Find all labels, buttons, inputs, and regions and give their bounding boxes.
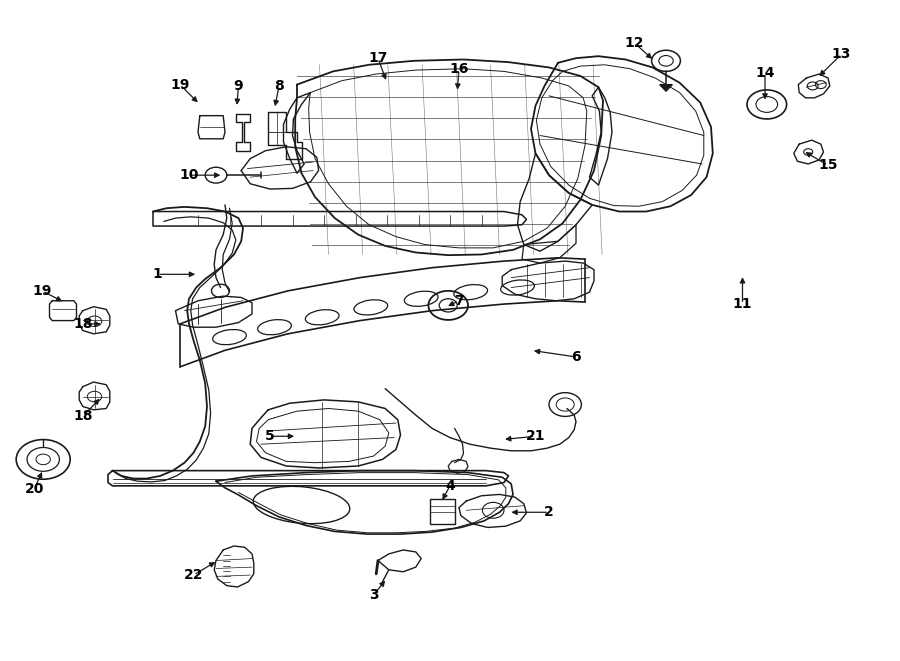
- Text: 20: 20: [24, 482, 44, 496]
- Text: 10: 10: [179, 168, 199, 182]
- Text: 6: 6: [572, 350, 580, 364]
- Text: 21: 21: [526, 429, 545, 444]
- Text: 1: 1: [153, 267, 162, 282]
- Text: 13: 13: [832, 47, 851, 61]
- Text: 19: 19: [32, 284, 52, 298]
- Text: 15: 15: [818, 158, 838, 173]
- Polygon shape: [660, 85, 672, 91]
- Text: 22: 22: [184, 568, 203, 582]
- Text: 12: 12: [625, 36, 644, 50]
- Text: 9: 9: [234, 79, 243, 93]
- Text: 8: 8: [274, 79, 284, 93]
- Text: 14: 14: [755, 65, 775, 80]
- Text: 11: 11: [733, 297, 752, 311]
- Text: 18: 18: [73, 317, 93, 331]
- Text: 5: 5: [266, 429, 274, 444]
- Text: 7: 7: [454, 293, 464, 308]
- Text: 19: 19: [170, 77, 190, 92]
- Text: 2: 2: [544, 505, 554, 520]
- Text: 4: 4: [446, 479, 454, 493]
- Text: 16: 16: [449, 62, 469, 77]
- Text: 3: 3: [369, 588, 378, 602]
- Text: 18: 18: [73, 409, 93, 424]
- Text: 17: 17: [368, 51, 388, 65]
